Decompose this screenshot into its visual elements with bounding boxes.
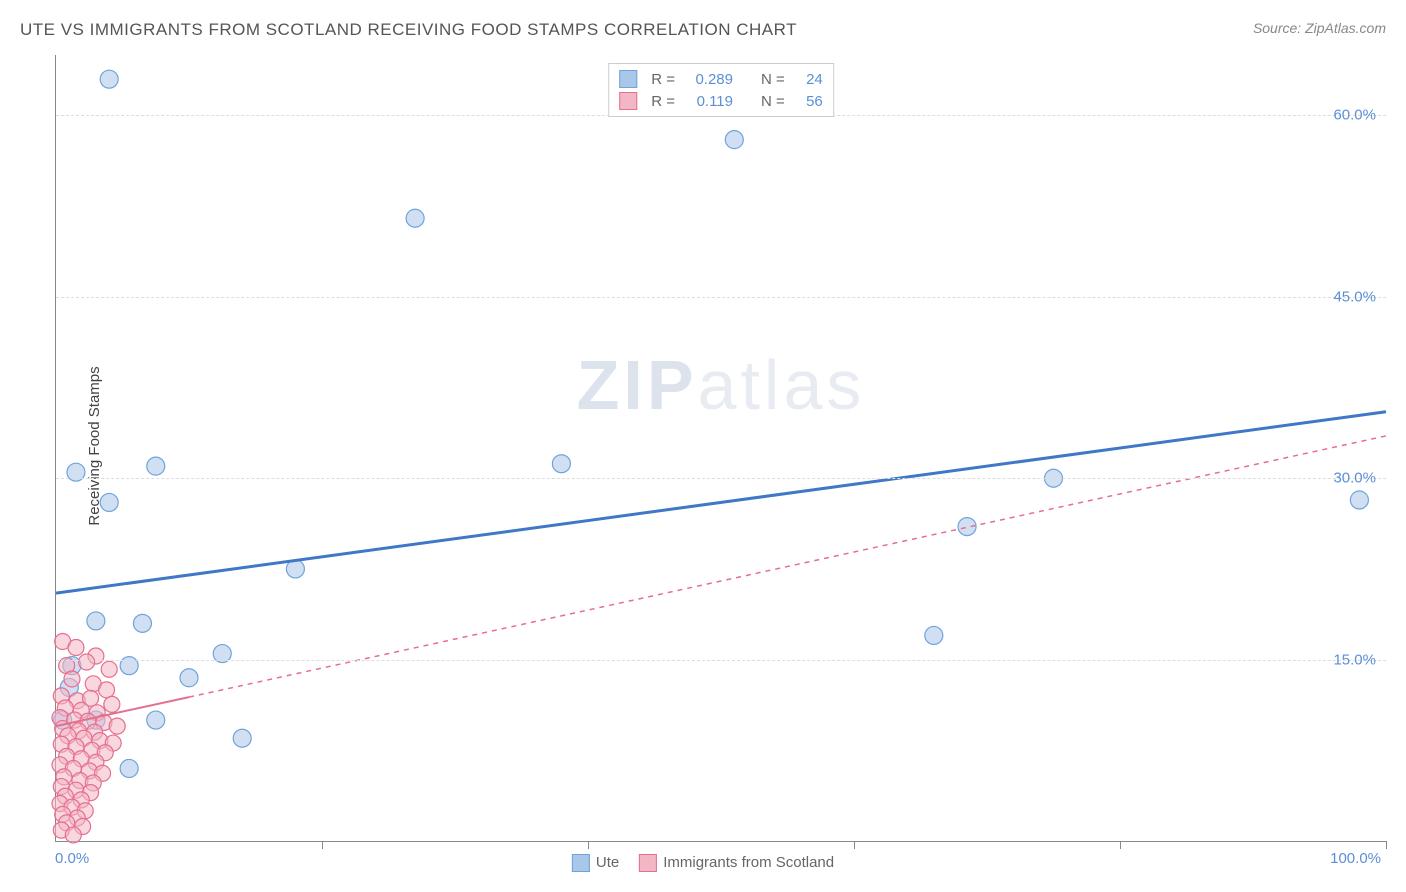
- r-value: 0.289: [683, 71, 733, 88]
- legend-label: Immigrants from Scotland: [663, 854, 834, 871]
- scatter-point: [552, 455, 570, 473]
- scatter-point: [101, 661, 117, 677]
- scatter-point: [109, 718, 125, 734]
- chart-source: Source: ZipAtlas.com: [1253, 20, 1386, 36]
- series-legend: Ute Immigrants from Scotland: [572, 854, 834, 872]
- scatter-point: [406, 209, 424, 227]
- scatter-point: [68, 640, 84, 656]
- scatter-point: [104, 696, 120, 712]
- legend-swatch: [572, 854, 590, 872]
- scatter-svg: [56, 55, 1386, 841]
- r-label: R =: [651, 71, 675, 88]
- n-label: N =: [761, 93, 785, 110]
- scatter-point: [147, 457, 165, 475]
- legend-swatch: [639, 854, 657, 872]
- x-tick: [588, 841, 589, 849]
- trend-line-extrapolated: [189, 436, 1386, 697]
- scatter-point: [99, 682, 115, 698]
- x-tick: [1120, 841, 1121, 849]
- scatter-point: [64, 671, 80, 687]
- n-label: N =: [761, 71, 785, 88]
- legend-label: Ute: [596, 854, 619, 871]
- source-name: ZipAtlas.com: [1305, 20, 1386, 36]
- scatter-point: [100, 493, 118, 511]
- y-tick-label: 15.0%: [1333, 651, 1376, 668]
- chart-header: UTE VS IMMIGRANTS FROM SCOTLAND RECEIVIN…: [20, 20, 1386, 40]
- r-value: 0.119: [683, 93, 733, 110]
- y-tick-label: 60.0%: [1333, 107, 1376, 124]
- n-value: 56: [793, 93, 823, 110]
- correlation-legend-row: R = 0.119 N = 56: [619, 90, 823, 112]
- scatter-point: [1350, 491, 1368, 509]
- scatter-point: [120, 759, 138, 777]
- chart-title: UTE VS IMMIGRANTS FROM SCOTLAND RECEIVIN…: [20, 20, 797, 40]
- scatter-point: [180, 669, 198, 687]
- gridline-h: [56, 297, 1386, 298]
- y-tick-label: 45.0%: [1333, 288, 1376, 305]
- scatter-point: [147, 711, 165, 729]
- scatter-point: [725, 131, 743, 149]
- x-tick: [1386, 841, 1387, 849]
- legend-item: Ute: [572, 854, 619, 872]
- scatter-point: [65, 827, 81, 843]
- scatter-point: [133, 614, 151, 632]
- legend-swatch: [619, 92, 637, 110]
- scatter-point: [100, 70, 118, 88]
- x-axis-min-label: 0.0%: [55, 850, 89, 867]
- x-tick: [854, 841, 855, 849]
- scatter-point: [925, 626, 943, 644]
- scatter-point: [87, 612, 105, 630]
- source-prefix: Source:: [1253, 20, 1305, 36]
- chart-plot-area: ZIPatlas R =0.289N =24R =0.119N =56 15.0…: [55, 55, 1386, 842]
- scatter-point: [79, 654, 95, 670]
- x-tick: [322, 841, 323, 849]
- correlation-legend-row: R = 0.289 N = 24: [619, 68, 823, 90]
- y-tick-label: 30.0%: [1333, 470, 1376, 487]
- gridline-h: [56, 478, 1386, 479]
- scatter-point: [233, 729, 251, 747]
- gridline-h: [56, 660, 1386, 661]
- legend-swatch: [619, 70, 637, 88]
- trend-line: [56, 412, 1386, 593]
- r-label: R =: [651, 93, 675, 110]
- legend-item: Immigrants from Scotland: [639, 854, 834, 872]
- correlation-legend: R = 0.289 N = 24 R = 0.119 N = 56: [608, 63, 834, 117]
- n-value: 24: [793, 71, 823, 88]
- x-axis-max-label: 100.0%: [1330, 850, 1381, 867]
